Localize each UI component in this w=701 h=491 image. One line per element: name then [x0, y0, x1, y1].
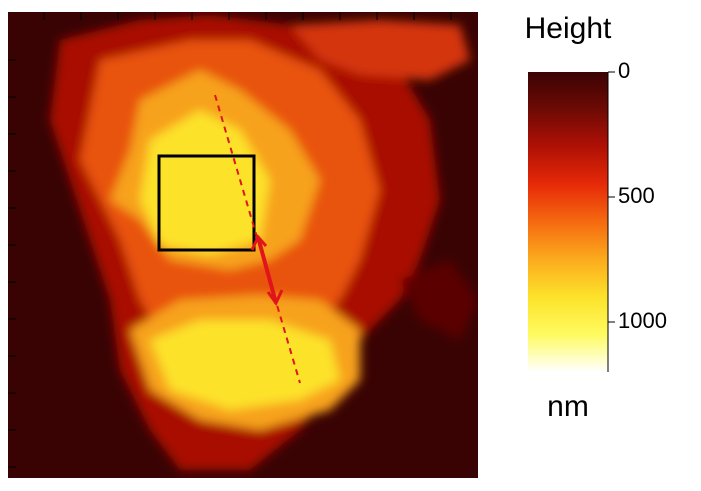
colorbar-unit: nm: [547, 390, 589, 423]
colorbar: [528, 72, 608, 372]
colorbar-tick-label: 0: [618, 58, 630, 83]
colorbar-title: Height: [525, 12, 612, 45]
height-image: [8, 12, 478, 478]
colorbar-tick-label: 1000: [618, 308, 667, 333]
image-frame-ticks: [8, 12, 452, 468]
colorbar-tick-label: 500: [618, 183, 655, 208]
